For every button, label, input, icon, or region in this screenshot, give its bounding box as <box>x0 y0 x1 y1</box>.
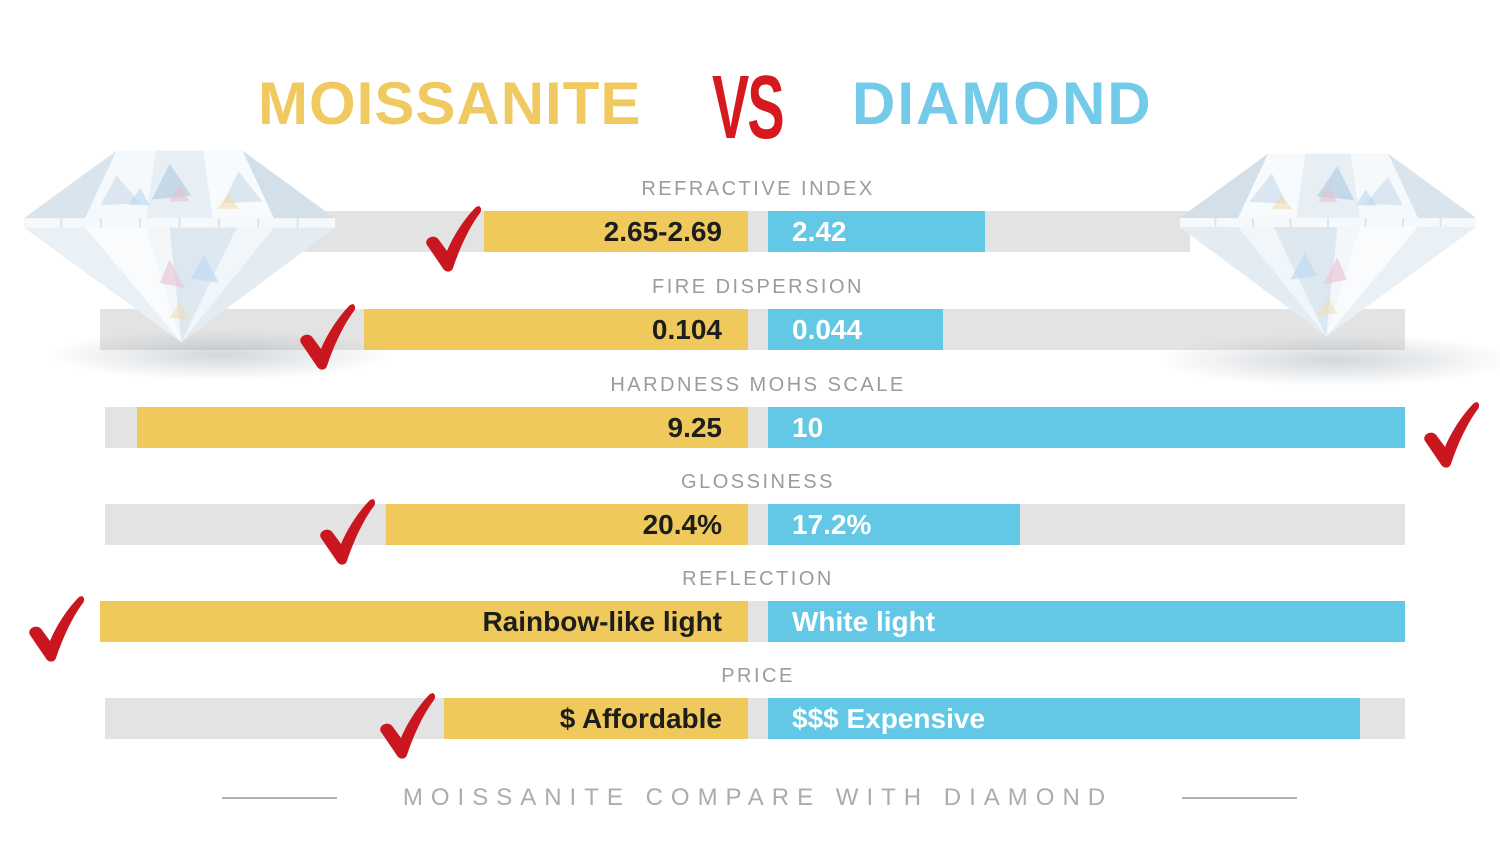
diamond-shadow-right <box>1160 334 1500 386</box>
category-label: HARDNESS MOHS SCALE <box>610 374 906 396</box>
diamond-bar: 2.42 <box>768 211 985 252</box>
diamond-bar: 10 <box>768 407 1405 448</box>
footer-divider-right <box>1182 797 1297 799</box>
winner-check-icon <box>424 206 482 272</box>
moissanite-bar: Rainbow-like light <box>100 601 748 642</box>
category-label: PRICE <box>721 665 795 687</box>
category-label: FIRE DISPERSION <box>652 276 864 298</box>
winner-check-icon <box>298 304 356 370</box>
category-label: GLOSSINESS <box>681 471 835 493</box>
winner-check-icon <box>378 693 436 759</box>
page-title-diamond: DIAMOND <box>852 70 1153 137</box>
diamond-gem-image-right <box>1178 150 1478 338</box>
moissanite-bar: 0.104 <box>364 309 748 350</box>
page-title-vs: VS <box>712 58 785 158</box>
winner-check-icon <box>318 499 376 565</box>
comparison-track <box>100 309 1405 350</box>
diamond-bar: White light <box>768 601 1405 642</box>
diamond-bar: 0.044 <box>768 309 943 350</box>
moissanite-bar: 20.4% <box>386 504 748 545</box>
category-label: REFRACTIVE INDEX <box>641 178 875 200</box>
footer-divider-left <box>222 797 337 799</box>
winner-check-icon <box>27 596 85 662</box>
diamond-bar: $$$ Expensive <box>768 698 1360 739</box>
page-title-moissanite: MOISSANITE <box>258 70 642 137</box>
diamond-bar: 17.2% <box>768 504 1020 545</box>
category-label: REFLECTION <box>682 568 834 590</box>
comparison-track <box>105 504 1405 545</box>
moissanite-bar: 2.65-2.69 <box>484 211 748 252</box>
footer-caption: MOISSANITE COMPARE WITH DIAMOND <box>402 784 1114 811</box>
diamond-gem-image-left <box>22 147 337 344</box>
moissanite-bar: 9.25 <box>137 407 748 448</box>
winner-check-icon <box>1422 402 1480 468</box>
moissanite-bar: $ Affordable <box>444 698 748 739</box>
